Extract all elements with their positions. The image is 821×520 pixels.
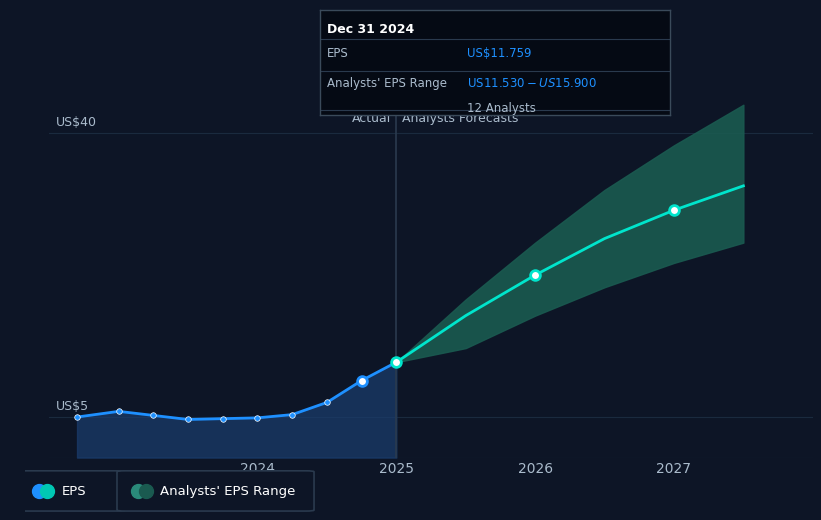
Text: EPS: EPS xyxy=(62,485,86,498)
Text: Dec 31 2024: Dec 31 2024 xyxy=(327,22,415,35)
Text: Analysts Forecasts: Analysts Forecasts xyxy=(401,112,518,125)
Text: Analysts' EPS Range: Analysts' EPS Range xyxy=(160,485,296,498)
Text: US$5: US$5 xyxy=(56,400,89,413)
Text: Actual: Actual xyxy=(351,112,391,125)
Text: US$11.530 - US$15.900: US$11.530 - US$15.900 xyxy=(467,77,597,90)
FancyBboxPatch shape xyxy=(117,471,314,511)
Text: 12 Analysts: 12 Analysts xyxy=(467,102,536,115)
Text: US$11.759: US$11.759 xyxy=(467,47,531,60)
Text: EPS: EPS xyxy=(327,47,349,60)
Text: US$40: US$40 xyxy=(56,116,97,129)
Text: Analysts' EPS Range: Analysts' EPS Range xyxy=(327,77,447,90)
FancyBboxPatch shape xyxy=(18,471,125,511)
